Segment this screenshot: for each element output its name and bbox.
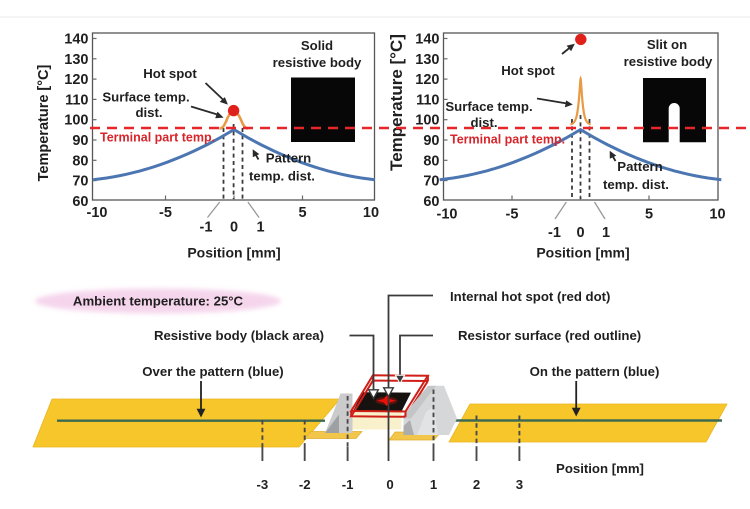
svg-text:0: 0: [230, 220, 238, 236]
svg-text:resistive body: resistive body: [624, 54, 713, 69]
svg-text:0: 0: [576, 225, 584, 241]
svg-text:dist.: dist.: [135, 105, 162, 120]
svg-text:-10: -10: [87, 205, 108, 221]
svg-text:Position [mm]: Position [mm]: [536, 245, 629, 261]
svg-text:Pattern: Pattern: [617, 159, 662, 174]
svg-text:temp. dist.: temp. dist.: [249, 169, 315, 184]
svg-text:Terminal part temp.: Terminal part temp.: [100, 131, 215, 145]
svg-text:130: 130: [64, 52, 88, 68]
svg-text:Position [mm]: Position [mm]: [187, 245, 280, 261]
svg-text:3: 3: [516, 477, 523, 492]
svg-text:5: 5: [645, 207, 653, 223]
svg-text:-5: -5: [159, 205, 172, 221]
svg-text:-1: -1: [548, 225, 561, 241]
svg-text:140: 140: [415, 32, 439, 48]
svg-text:Position [mm]: Position [mm]: [556, 461, 644, 476]
svg-text:resistive body: resistive body: [273, 55, 362, 70]
svg-text:-3: -3: [257, 477, 269, 492]
svg-text:70: 70: [423, 174, 439, 190]
svg-text:Pattern: Pattern: [266, 151, 311, 166]
svg-text:Over the pattern (blue): Over the pattern (blue): [142, 364, 283, 379]
svg-text:-2: -2: [299, 477, 311, 492]
svg-text:90: 90: [72, 133, 88, 149]
svg-text:Surface temp.: Surface temp.: [445, 99, 532, 114]
svg-text:Ambient temperature: 25°C: Ambient temperature: 25°C: [73, 294, 244, 309]
svg-text:60: 60: [72, 194, 88, 210]
svg-text:120: 120: [64, 72, 88, 88]
svg-text:80: 80: [72, 153, 88, 169]
svg-text:dist.: dist.: [470, 115, 497, 130]
svg-text:1: 1: [256, 220, 264, 236]
svg-text:On the pattern (blue): On the pattern (blue): [530, 364, 660, 379]
svg-text:100: 100: [415, 113, 439, 129]
svg-text:1: 1: [430, 477, 437, 492]
svg-text:2: 2: [473, 477, 480, 492]
svg-text:140: 140: [64, 32, 88, 48]
svg-text:110: 110: [65, 92, 88, 108]
svg-text:70: 70: [72, 174, 88, 190]
svg-text:Internal hot spot (red dot): Internal hot spot (red dot): [450, 289, 610, 304]
svg-text:90: 90: [423, 133, 439, 149]
svg-text:Hot spot: Hot spot: [501, 63, 555, 78]
svg-text:10: 10: [363, 205, 379, 221]
svg-text:100: 100: [64, 113, 88, 129]
svg-text:-1: -1: [342, 477, 354, 492]
svg-text:110: 110: [416, 92, 439, 108]
svg-text:Terminal part temp.: Terminal part temp.: [450, 133, 565, 147]
svg-text:5: 5: [298, 205, 306, 221]
svg-text:120: 120: [415, 72, 439, 88]
svg-text:Temperature [°C]: Temperature [°C]: [387, 34, 406, 171]
svg-text:-5: -5: [506, 207, 519, 223]
svg-text:-1: -1: [200, 220, 213, 236]
svg-text:Slit on: Slit on: [647, 37, 687, 52]
svg-text:1: 1: [602, 225, 610, 241]
svg-text:80: 80: [423, 153, 439, 169]
svg-text:Resistive body (black area): Resistive body (black area): [154, 328, 324, 343]
svg-text:60: 60: [423, 194, 439, 210]
svg-text:Temperature [°C]: Temperature [°C]: [36, 64, 52, 181]
svg-text:Hot spot: Hot spot: [143, 66, 197, 81]
svg-text:10: 10: [709, 207, 725, 223]
svg-text:130: 130: [415, 52, 439, 68]
svg-text:Resistor surface (red outline): Resistor surface (red outline): [458, 328, 641, 343]
svg-text:0: 0: [386, 477, 393, 492]
svg-text:Surface temp.: Surface temp.: [102, 90, 189, 105]
svg-text:Solid: Solid: [301, 38, 333, 53]
svg-text:-10: -10: [437, 207, 458, 223]
svg-text:temp. dist.: temp. dist.: [603, 177, 669, 192]
